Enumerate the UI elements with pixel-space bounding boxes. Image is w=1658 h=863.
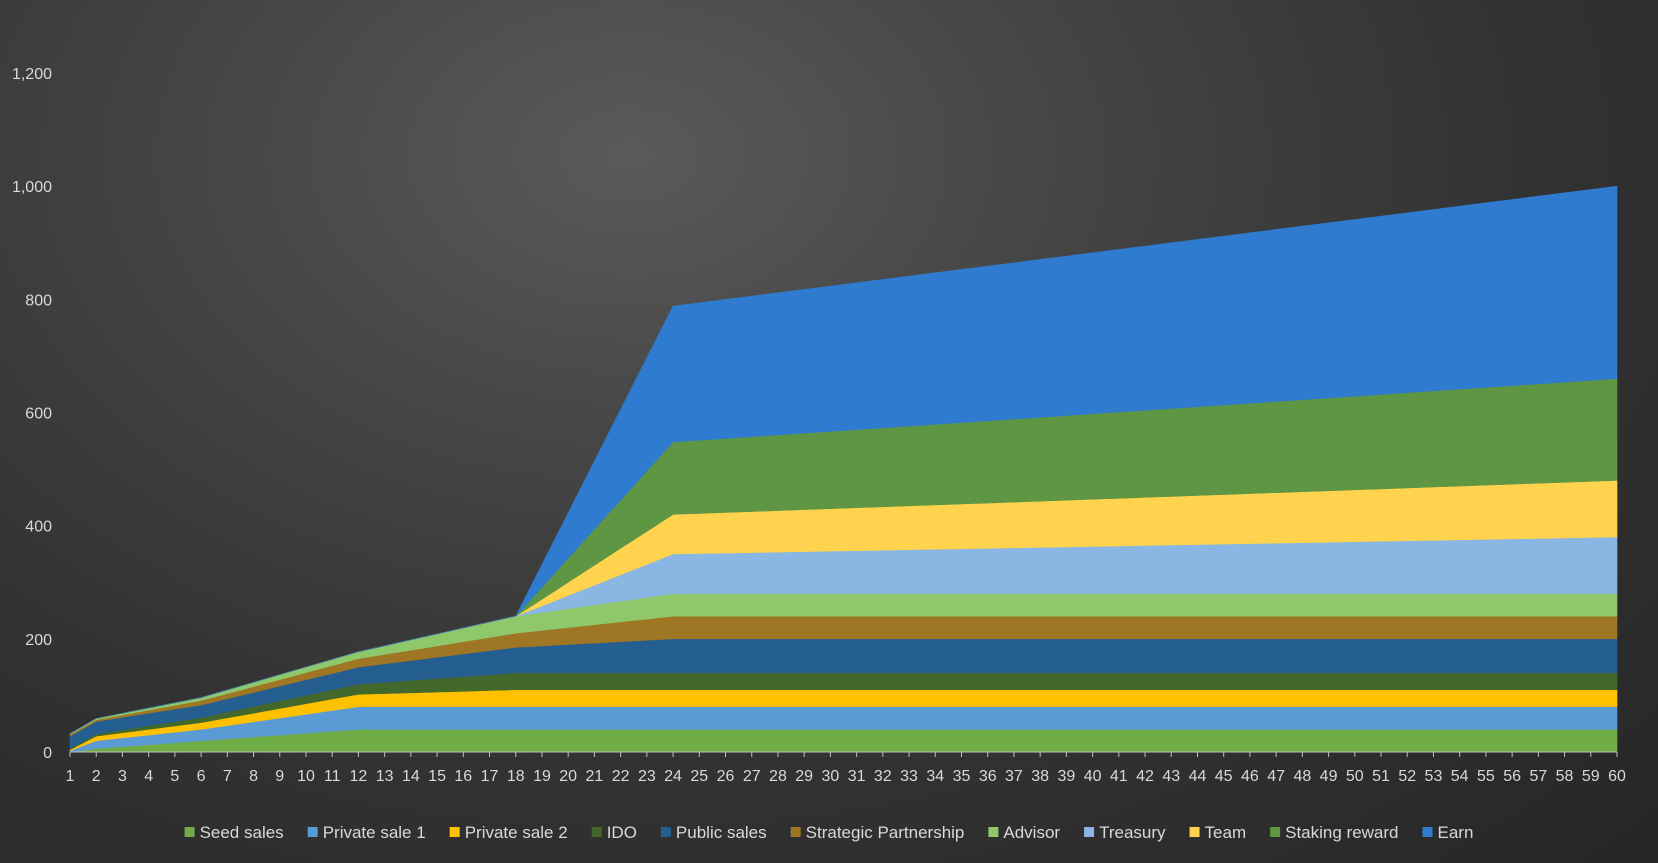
legend-swatch [1084,827,1095,837]
x-tick-label: 46 [1241,768,1259,785]
x-tick-label: 4 [144,768,153,785]
x-tick-label: 1 [66,768,75,785]
x-tick-label: 42 [1136,768,1154,785]
x-tick-label: 34 [926,768,944,785]
x-tick-label: 11 [324,768,341,785]
x-tick-label: 45 [1215,768,1233,785]
x-tick-label: 17 [481,768,499,785]
x-tick-label: 49 [1320,768,1338,785]
x-tick-label: 21 [586,768,604,785]
legend-swatch [591,827,602,837]
legend-label: Private sale 2 [465,823,568,842]
legend-swatch [1270,827,1281,837]
x-tick-label: 9 [275,768,284,785]
legend-label: Advisor [1003,823,1060,842]
x-tick-label: 3 [118,768,127,785]
legend-swatch [1189,827,1200,837]
x-tick-label: 56 [1503,768,1521,785]
x-tick-label: 22 [612,768,630,785]
area-earn [69,185,1618,735]
x-tick-label: 29 [795,768,813,785]
x-tick-label: 55 [1477,768,1495,785]
x-tick-label: 41 [1110,768,1128,785]
x-tick-label: 43 [1162,768,1180,785]
x-tick-label: 60 [1608,768,1626,785]
x-tick-label: 30 [821,768,839,785]
x-tick-label: 18 [507,768,525,785]
legend-swatch [184,827,195,837]
x-tick-label: 28 [769,768,787,785]
x-tick-label: 27 [743,768,761,785]
x-tick-label: 54 [1451,768,1469,785]
x-tick-label: 16 [454,768,472,785]
x-tick-label: 38 [1031,768,1049,785]
x-tick-label: 19 [533,768,551,785]
x-tick-label: 53 [1425,768,1443,785]
plot-areas [69,185,1618,753]
x-tick-label: 20 [559,768,577,785]
y-tick-label: 1,200 [12,66,52,83]
x-tick-label: 6 [197,768,206,785]
y-tick-label: 1,000 [12,179,52,196]
y-tick-label: 800 [25,292,52,309]
y-tick-label: 600 [25,406,52,423]
x-tick-label: 37 [1005,768,1023,785]
x-tick-label: 47 [1267,768,1285,785]
legend-swatch [449,827,460,837]
x-tick-label: 31 [848,768,866,785]
y-tick-label: 0 [43,745,52,762]
legend-label: Public sales [676,823,767,842]
y-tick-label: 400 [25,519,52,536]
x-tick-label: 25 [690,768,708,785]
legend-label: Strategic Partnership [806,823,965,842]
x-tick-label: 24 [664,768,682,785]
legend-label: Private sale 1 [323,823,426,842]
x-tick-label: 15 [428,768,446,785]
x-tick-label: 13 [376,768,394,785]
x-tick-label: 33 [900,768,918,785]
legend-label: Seed sales [200,823,284,842]
legend-label: IDO [607,823,637,842]
axes: 1 2 3 4 5 6 7 8 9 10 11 12 13 14 15 16 17 18 19 20 21 22 23 24 2… [12,66,1626,785]
y-tick-label: 200 [25,632,52,649]
legend-label: Treasury [1099,823,1166,842]
x-tick-label: 7 [223,768,232,785]
x-tick-label: 39 [1057,768,1075,785]
legend-swatch [660,827,671,837]
x-tick-label: 12 [350,768,368,785]
legend-swatch [988,827,999,837]
legend-label: Staking reward [1285,823,1398,842]
x-tick-label: 32 [874,768,892,785]
x-tick-label: 58 [1556,768,1574,785]
x-tick-label: 2 [92,768,101,785]
x-tick-label: 52 [1398,768,1416,785]
x-tick-label: 14 [402,768,420,785]
legend-swatch [1422,827,1433,837]
x-tick-label: 51 [1372,768,1390,785]
legend-swatch [790,827,801,837]
x-tick-label: 59 [1582,768,1600,785]
x-tick-label: 23 [638,768,656,785]
x-tick-label: 35 [953,768,971,785]
x-tick-label: 36 [979,768,997,785]
x-tick-label: 8 [249,768,258,785]
x-tick-label: 50 [1346,768,1364,785]
x-tick-label: 44 [1189,768,1207,785]
x-tick-label: 57 [1529,768,1547,785]
legend-label: Team [1205,823,1247,842]
legend-swatch [307,827,318,837]
x-tick-label: 5 [170,768,179,785]
legend: Seed sales Private sale 1 Private sale 2 ID… [184,823,1474,842]
x-tick-label: 10 [297,768,315,785]
x-tick-label: 40 [1084,768,1102,785]
x-tick-label: 26 [717,768,735,785]
x-tick-label: 48 [1293,768,1311,785]
legend-label: Earn [1438,823,1474,842]
